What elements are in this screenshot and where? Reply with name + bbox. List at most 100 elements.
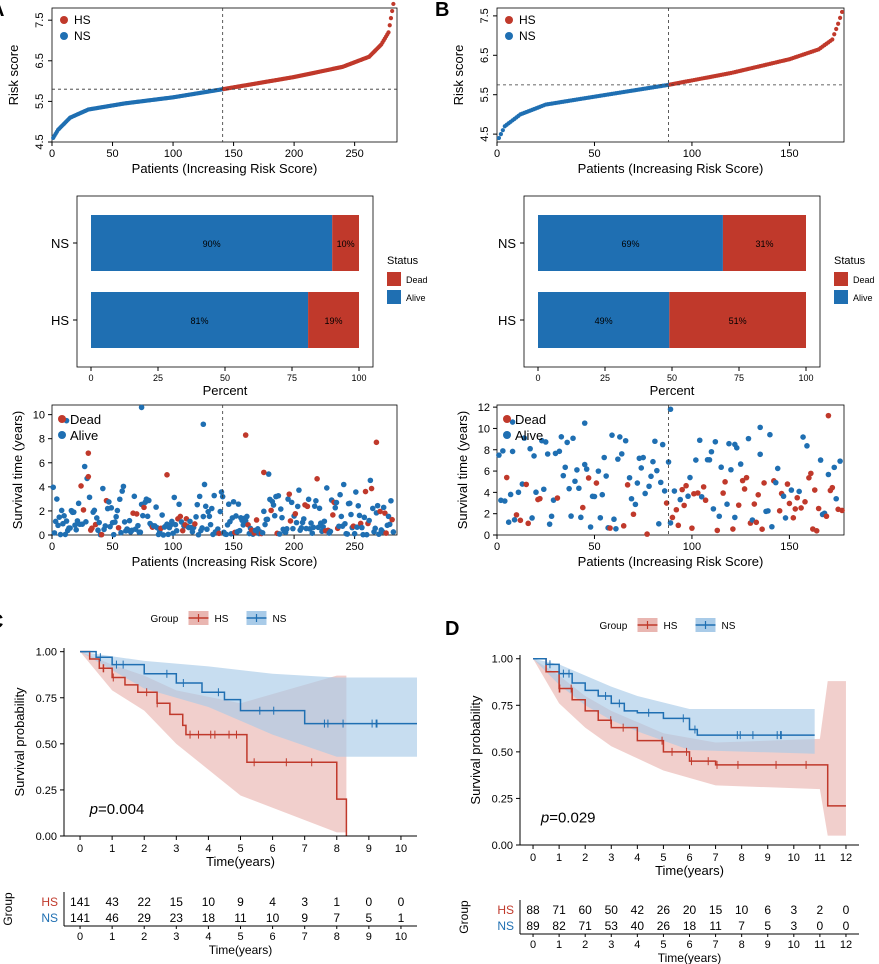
dead-point bbox=[554, 495, 561, 501]
dead-point bbox=[811, 487, 818, 493]
legend-dot bbox=[58, 431, 66, 439]
risk-count: 4 bbox=[269, 895, 276, 909]
alive-point bbox=[509, 448, 516, 455]
dead-point bbox=[673, 506, 680, 513]
ns-point bbox=[500, 128, 505, 133]
alive-point bbox=[131, 493, 138, 500]
alive-point bbox=[566, 485, 572, 492]
alive-point bbox=[172, 521, 179, 528]
dead-point bbox=[383, 530, 389, 536]
dead-point bbox=[292, 510, 299, 517]
category-label: NS bbox=[498, 236, 516, 251]
alive-point bbox=[116, 496, 123, 503]
y-tick-label: 0 bbox=[39, 530, 45, 542]
x-tick-label: 3 bbox=[173, 843, 179, 855]
x-tick-label: 9 bbox=[765, 852, 771, 864]
dead-point bbox=[679, 486, 685, 493]
dead-point bbox=[784, 481, 791, 487]
risk-x-tick-label: 4 bbox=[205, 931, 211, 943]
alive-point bbox=[667, 520, 674, 526]
dead-point bbox=[786, 500, 793, 507]
alive-point bbox=[767, 431, 773, 438]
alive-point bbox=[774, 465, 781, 472]
dead-point bbox=[585, 475, 592, 481]
alive-point bbox=[757, 424, 763, 431]
legend-swatch bbox=[387, 290, 401, 304]
alive-point bbox=[114, 507, 121, 514]
x-tick-label: 1 bbox=[109, 843, 115, 855]
alive-point bbox=[95, 527, 101, 534]
p-value-prefix: p bbox=[89, 801, 98, 818]
dead-point bbox=[700, 484, 707, 490]
x-tick-label: 50 bbox=[588, 541, 600, 553]
alive-point bbox=[638, 465, 645, 471]
ns-point bbox=[496, 135, 502, 141]
alive-point bbox=[165, 531, 172, 538]
survival-time-B: 0 50 100 150 0 2 4 6 8 10 12 Patients (Increasing R… bbox=[455, 402, 845, 569]
alive-point bbox=[230, 498, 237, 505]
alive-point bbox=[367, 477, 374, 484]
y-tick-label: 0 bbox=[484, 530, 490, 542]
alive-point bbox=[710, 506, 717, 512]
y-tick-label: 6 bbox=[39, 458, 45, 470]
alive-point bbox=[780, 493, 787, 500]
dead-point bbox=[523, 481, 530, 488]
risk-count: 141 bbox=[70, 911, 90, 925]
alive-point bbox=[112, 519, 118, 525]
alive-point bbox=[562, 464, 569, 471]
risk-x-tick-label: 6 bbox=[686, 939, 692, 951]
risk-x-tick-label: 12 bbox=[840, 939, 852, 951]
alive-point bbox=[333, 499, 340, 506]
dead-point bbox=[286, 491, 293, 497]
alive-point bbox=[83, 519, 89, 525]
alive-point bbox=[618, 451, 625, 457]
risk-count: 18 bbox=[202, 911, 216, 925]
legend-label: HS bbox=[215, 614, 229, 625]
alive-point bbox=[745, 435, 752, 442]
x-tick-label: 100 bbox=[351, 373, 366, 383]
alive-point bbox=[560, 472, 567, 479]
x-tick-label: 0 bbox=[494, 541, 500, 553]
alive-point bbox=[120, 483, 127, 490]
risk-count: 9 bbox=[237, 895, 244, 909]
x-tick-label: 4 bbox=[634, 852, 640, 864]
legend-label: Alive bbox=[515, 428, 543, 443]
alive-point bbox=[305, 496, 312, 503]
alive-point bbox=[724, 501, 730, 507]
alive-point bbox=[542, 439, 549, 445]
risk-count: 1 bbox=[333, 895, 340, 909]
x-tick-label: 8 bbox=[334, 843, 340, 855]
risk-x-tick-label: 11 bbox=[814, 939, 825, 951]
hs-point bbox=[838, 15, 843, 20]
y-tick-label: 4 bbox=[39, 482, 45, 494]
alive-point bbox=[732, 514, 738, 521]
dead-point bbox=[825, 412, 832, 419]
alive-point bbox=[581, 420, 588, 426]
alive-point bbox=[121, 519, 128, 525]
alive-bar bbox=[538, 215, 723, 271]
alive-point bbox=[344, 531, 351, 537]
alive-point bbox=[126, 517, 133, 524]
alive-point bbox=[54, 496, 60, 502]
x-tick-label: 150 bbox=[780, 541, 798, 553]
x-tick-label: 250 bbox=[345, 541, 363, 553]
dead-point bbox=[177, 513, 184, 520]
x-tick-label: 100 bbox=[798, 373, 813, 383]
x-tick-label: 50 bbox=[588, 148, 600, 160]
risk-x-tick-label: 0 bbox=[530, 939, 536, 951]
category-label: HS bbox=[51, 313, 69, 328]
alive-pct-label: 81% bbox=[191, 316, 209, 326]
dead-point bbox=[759, 526, 765, 532]
risk-x-tick-label: 6 bbox=[270, 931, 276, 943]
dead-point bbox=[739, 477, 746, 484]
alive-point bbox=[63, 518, 70, 524]
panel-label: A bbox=[0, 0, 4, 21]
risk-count: 89 bbox=[526, 919, 540, 933]
dead-point bbox=[694, 490, 701, 496]
x-tick-label: 2 bbox=[582, 852, 588, 864]
y-tick-label: 7.5 bbox=[34, 13, 46, 28]
y-axis-label: Survival time (years) bbox=[10, 411, 25, 529]
dead-point bbox=[164, 472, 170, 478]
alive-point bbox=[634, 480, 641, 486]
